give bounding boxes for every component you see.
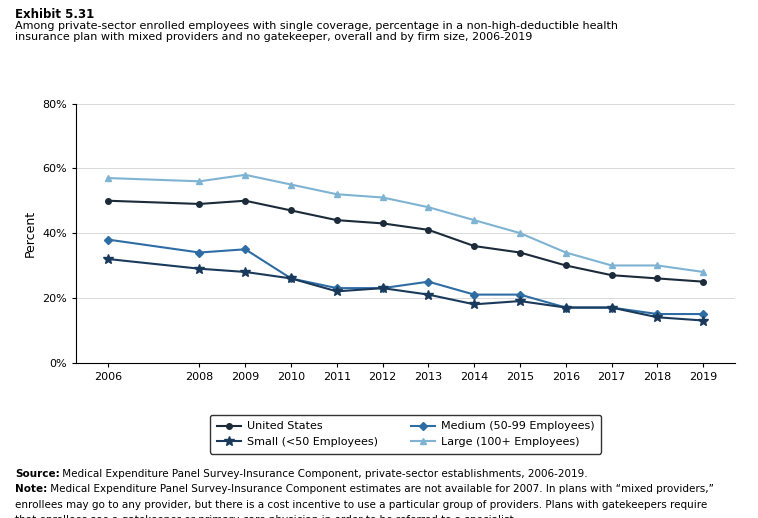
Text: Medical Expenditure Panel Survey-Insurance Component, private-sector establishme: Medical Expenditure Panel Survey-Insuran… xyxy=(59,469,587,479)
Text: that enrollees see a gatekeeper or primary-care physician in order to be referre: that enrollees see a gatekeeper or prima… xyxy=(15,515,517,518)
Text: Exhibit 5.31: Exhibit 5.31 xyxy=(15,8,95,21)
Text: Medical Expenditure Panel Survey-Insurance Component estimates are not available: Medical Expenditure Panel Survey-Insuran… xyxy=(47,484,714,494)
Legend: United States, Small (<50 Employees), Medium (50-99 Employees), Large (100+ Empl: United States, Small (<50 Employees), Me… xyxy=(210,415,601,454)
Text: insurance plan with mixed providers and no gatekeeper, overall and by firm size,: insurance plan with mixed providers and … xyxy=(15,32,533,42)
Text: Among private-sector enrolled employees with single coverage, percentage in a no: Among private-sector enrolled employees … xyxy=(15,21,619,31)
Text: Note:: Note: xyxy=(15,484,48,494)
Text: enrollees may go to any provider, but there is a cost incentive to use a particu: enrollees may go to any provider, but th… xyxy=(15,500,707,510)
Y-axis label: Percent: Percent xyxy=(23,210,36,256)
Text: Source:: Source: xyxy=(15,469,60,479)
